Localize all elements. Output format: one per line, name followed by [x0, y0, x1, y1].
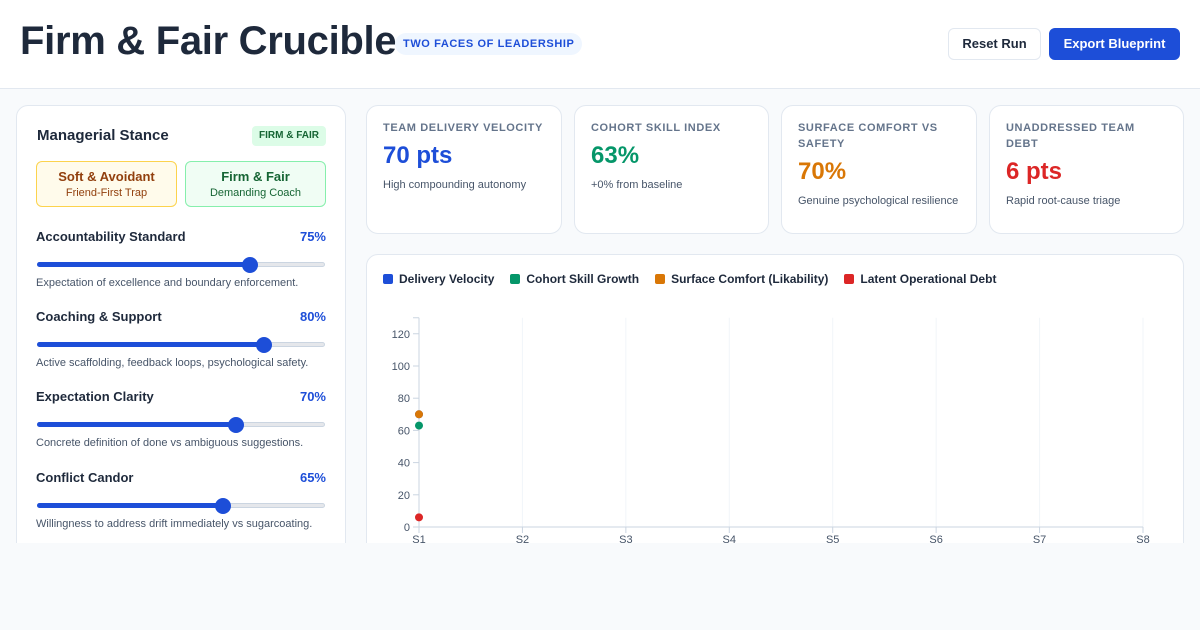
stance-subtitle: Demanding Coach	[209, 187, 302, 199]
metric-card-surface-comfort: SURFACE COMFORT VS SAFETY 70% Genuine ps…	[781, 105, 977, 234]
y-tick-label: 80	[398, 393, 410, 405]
slider-fill	[37, 503, 222, 508]
chart-legend: Delivery Velocity Cohort Skill Growth Su…	[383, 272, 996, 286]
data-point	[415, 421, 423, 430]
app-title: Firm & Fair Crucible	[20, 19, 397, 63]
slider-track[interactable]	[37, 337, 325, 353]
metric-card-delivery-velocity: TEAM DELIVERY VELOCITY 70 pts High compo…	[366, 105, 562, 234]
slider-value: 80%	[299, 309, 326, 324]
legend-label: Latent Operational Debt	[860, 272, 997, 286]
slider-thumb[interactable]	[255, 337, 272, 353]
legend-swatch	[510, 274, 521, 284]
metric-note: High compounding autonomy	[383, 179, 527, 191]
metric-value: 63%	[591, 142, 640, 169]
legend-label: Delivery Velocity	[399, 272, 495, 286]
slider-track[interactable]	[37, 257, 325, 273]
slider-help-text: Concrete definition of done vs ambiguous…	[36, 437, 304, 449]
slider-track[interactable]	[37, 417, 325, 433]
slider-thumb[interactable]	[242, 257, 258, 273]
trajectory-chart-card: 0 20 40 60 80 100 120 S1 S2 S3 S4 S5 S6 S7 S8 Delivery…	[366, 254, 1184, 565]
panel-title: Managerial Stance	[37, 127, 169, 144]
data-point	[415, 513, 423, 522]
stance-name: Firm & Fair	[221, 169, 290, 184]
slider-value: 75%	[299, 229, 326, 244]
y-tick-label: 60	[398, 425, 410, 437]
legend-item-surface-comfort[interactable]: Surface Comfort (Likability)	[655, 272, 828, 286]
legend-swatch	[383, 274, 393, 284]
slider-label: Expectation Clarity	[36, 389, 154, 404]
legend-item-operational-debt[interactable]: Latent Operational Debt	[844, 272, 996, 286]
slider-value: 65%	[299, 470, 326, 485]
metric-note: Genuine psychological resilience	[798, 195, 959, 207]
metric-value: 6 pts	[1006, 158, 1063, 185]
metric-label: TEAM DELIVERY VELOCITY	[383, 122, 543, 134]
slider-label: Conflict Candor	[36, 470, 134, 485]
metric-note: +0% from baseline	[591, 179, 683, 191]
slider-help-text: Expectation of excellence and boundary e…	[36, 277, 299, 289]
y-tick-label: 100	[392, 361, 410, 373]
metric-card-cohort-skill: COHORT SKILL INDEX 63% +0% from baseline	[574, 105, 769, 234]
slider-help-text: Willingness to address drift immediately…	[36, 518, 313, 530]
slider-thumb[interactable]	[214, 498, 231, 514]
y-tick-label: 0	[404, 522, 410, 534]
managerial-stance-panel: Managerial Stance FIRM & FAIR Soft & Avo…	[16, 105, 346, 565]
y-tick-label: 120	[392, 329, 410, 341]
top-bar: Firm & Fair Crucible TWO FACES OF LEADER…	[0, 0, 1200, 89]
metric-label: SURFACE COMFORT VS SAFETY	[798, 122, 938, 150]
metric-note: Rapid root-cause triage	[1006, 195, 1121, 207]
page-bottom-area	[0, 543, 1200, 630]
legend-swatch	[844, 274, 855, 284]
slider-label: Coaching & Support	[36, 309, 162, 324]
slider-fill	[37, 422, 236, 427]
export-blueprint-button[interactable]: Export Blueprint	[1049, 28, 1180, 60]
slider-thumb[interactable]	[228, 417, 245, 433]
stance-mode-badge: FIRM & FAIR	[252, 126, 326, 146]
slider-track[interactable]	[37, 498, 325, 514]
stance-subtitle: Friend-First Trap	[65, 187, 148, 199]
legend-swatch	[655, 274, 666, 284]
metric-value: 70%	[798, 158, 847, 185]
data-point	[415, 410, 423, 419]
legend-item-delivery-velocity[interactable]: Delivery Velocity	[383, 272, 494, 286]
reset-run-button[interactable]: Reset Run	[948, 28, 1041, 60]
y-tick-label: 20	[398, 490, 410, 502]
metric-label: COHORT SKILL INDEX	[591, 122, 721, 134]
slider-help-text: Active scaffolding, feedback loops, psyc…	[36, 357, 309, 369]
legend-item-cohort-skill-growth[interactable]: Cohort Skill Growth	[510, 272, 639, 286]
metric-card-team-debt: UNADDRESSED TEAM DEBT 6 pts Rapid root-c…	[989, 105, 1184, 234]
legend-label: Surface Comfort (Likability)	[671, 272, 829, 286]
subtitle-badge: TWO FACES OF LEADERSHIP	[395, 33, 583, 55]
slider-value: 70%	[299, 389, 326, 404]
stance-name: Soft & Avoidant	[58, 169, 155, 184]
slider-label: Accountability Standard	[36, 229, 186, 244]
stance-card-firm-fair[interactable]: Firm & Fair Demanding Coach	[185, 161, 326, 207]
legend-label: Cohort Skill Growth	[526, 272, 640, 286]
stance-card-soft-avoidant[interactable]: Soft & Avoidant Friend-First Trap	[36, 161, 177, 207]
y-tick-label: 40	[398, 458, 410, 470]
slider-fill	[37, 342, 263, 347]
slider-fill	[37, 262, 249, 267]
metric-value: 70 pts	[383, 142, 453, 169]
metric-label: UNADDRESSED TEAM DEBT	[1006, 122, 1135, 150]
